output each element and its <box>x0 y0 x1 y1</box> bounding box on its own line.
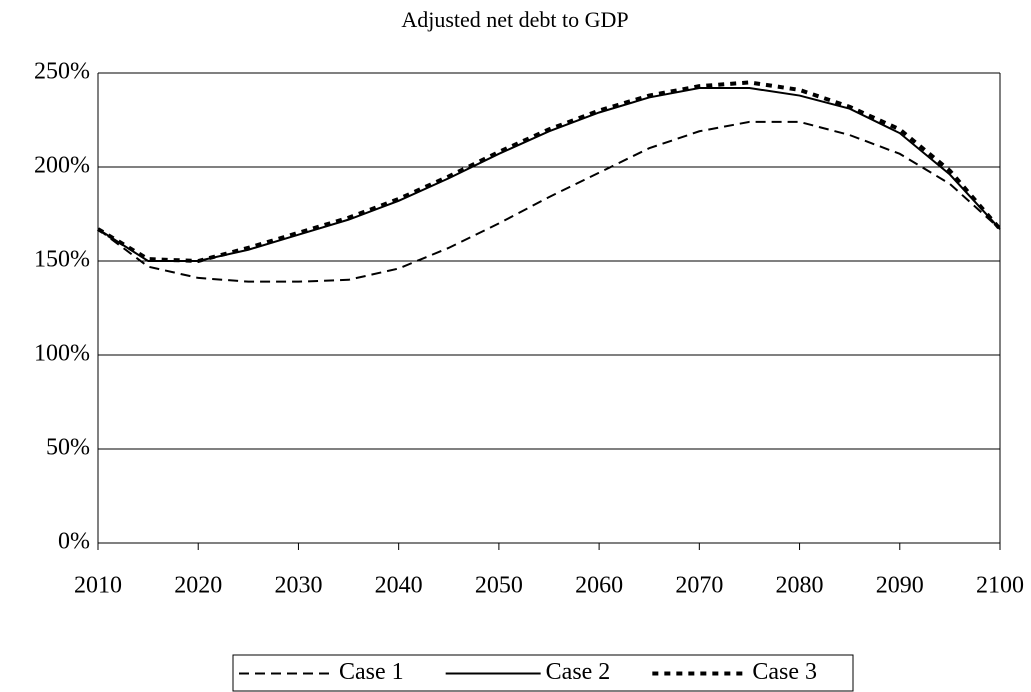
x-tick-label: 2060 <box>575 573 623 599</box>
chart-title: Adjusted net debt to GDP <box>401 7 628 32</box>
y-tick-label: 150% <box>34 247 90 273</box>
y-tick-label: 0% <box>58 529 90 555</box>
x-tick-label: 2090 <box>876 573 924 599</box>
x-tick-label: 2070 <box>675 573 723 599</box>
x-tick-label: 2050 <box>475 573 523 599</box>
y-tick-label: 200% <box>34 153 90 179</box>
y-tick-label: 250% <box>34 59 90 85</box>
x-tick-label: 2080 <box>776 573 824 599</box>
legend-label: Case 1 <box>339 659 404 685</box>
legend-label: Case 3 <box>752 659 817 685</box>
x-tick-label: 2040 <box>375 573 423 599</box>
x-tick-label: 2030 <box>274 573 322 599</box>
legend-box <box>232 654 854 692</box>
x-tick-label: 2020 <box>174 573 222 599</box>
series-line <box>97 120 1001 283</box>
x-tick-label: 2100 <box>976 573 1024 599</box>
legend-label: Case 2 <box>546 659 611 685</box>
series-line <box>96 80 1002 264</box>
y-tick-label: 50% <box>46 435 90 461</box>
series-line <box>97 87 1001 262</box>
y-tick-label: 100% <box>34 341 90 367</box>
x-tick-label: 2010 <box>74 573 122 599</box>
